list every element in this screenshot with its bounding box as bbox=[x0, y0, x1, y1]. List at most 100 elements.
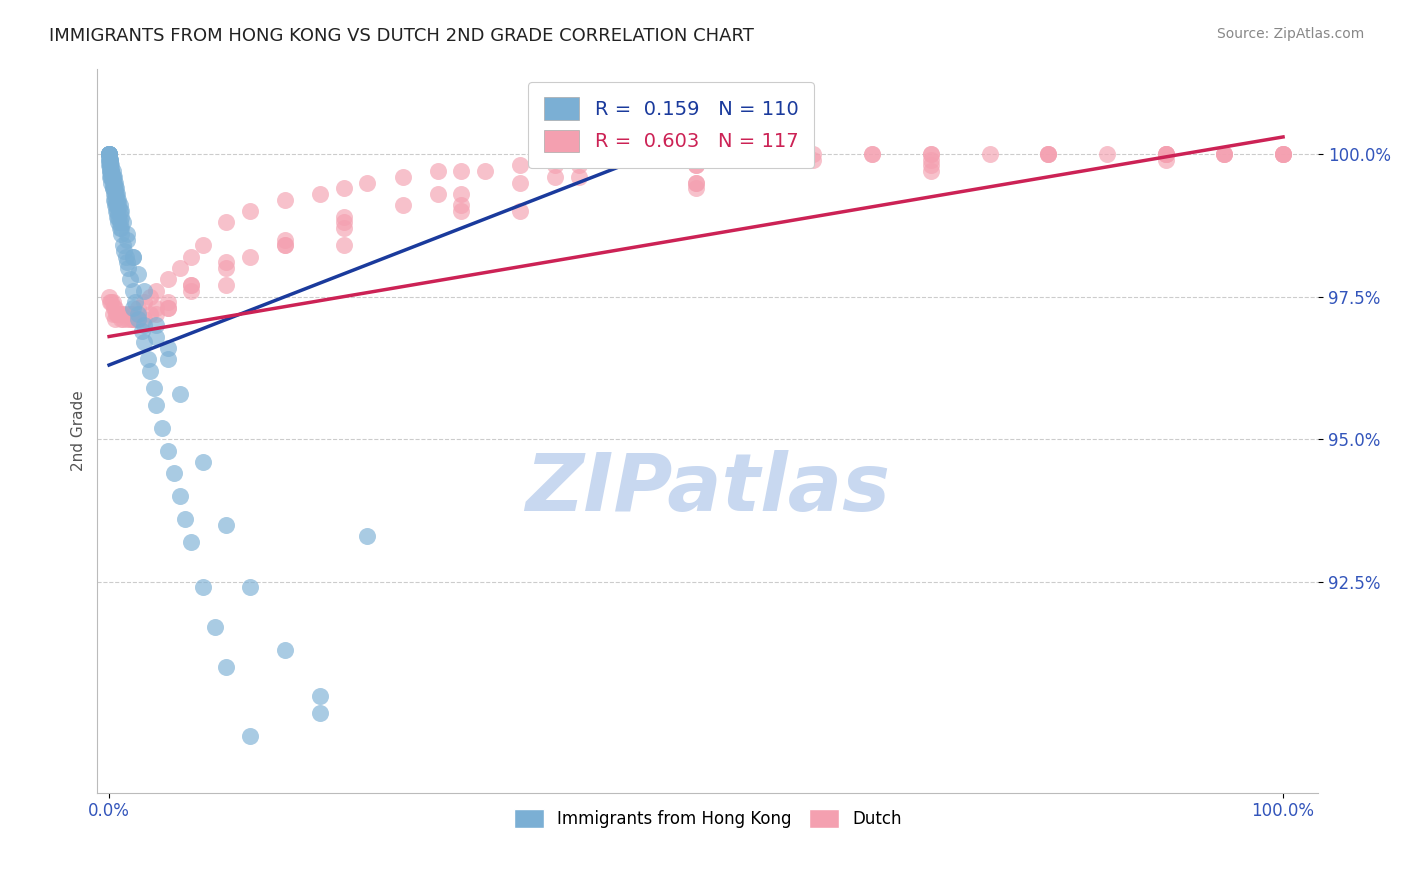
Point bbox=[101, 169, 124, 184]
Point bbox=[920, 147, 942, 161]
Point bbox=[103, 181, 125, 195]
Point bbox=[509, 176, 531, 190]
Point bbox=[191, 238, 214, 252]
Point bbox=[104, 186, 127, 201]
Point bbox=[1095, 147, 1118, 161]
Point bbox=[239, 581, 262, 595]
Point bbox=[134, 318, 156, 332]
Point bbox=[103, 301, 125, 315]
Point bbox=[131, 324, 153, 338]
Point bbox=[98, 164, 121, 178]
Point bbox=[309, 689, 332, 703]
Point bbox=[127, 301, 149, 315]
Point bbox=[121, 284, 143, 298]
Point bbox=[860, 147, 883, 161]
Point bbox=[110, 221, 132, 235]
Point bbox=[309, 706, 332, 720]
Point bbox=[803, 153, 825, 167]
Point bbox=[685, 176, 707, 190]
Point bbox=[685, 181, 707, 195]
Point bbox=[333, 210, 356, 224]
Point bbox=[215, 255, 238, 269]
Point bbox=[142, 381, 165, 395]
Legend: Immigrants from Hong Kong, Dutch: Immigrants from Hong Kong, Dutch bbox=[508, 803, 908, 835]
Point bbox=[104, 312, 127, 326]
Point bbox=[156, 272, 179, 286]
Point bbox=[509, 204, 531, 219]
Point bbox=[156, 301, 179, 315]
Point bbox=[1213, 147, 1236, 161]
Point bbox=[450, 186, 472, 201]
Point bbox=[121, 250, 143, 264]
Point bbox=[108, 221, 131, 235]
Y-axis label: 2nd Grade: 2nd Grade bbox=[72, 390, 86, 471]
Point bbox=[104, 176, 127, 190]
Point bbox=[134, 335, 156, 350]
Point bbox=[105, 210, 128, 224]
Point bbox=[100, 158, 122, 172]
Point bbox=[333, 215, 356, 229]
Point bbox=[127, 312, 149, 326]
Point bbox=[450, 164, 472, 178]
Point bbox=[1272, 147, 1295, 161]
Point bbox=[920, 164, 942, 178]
Point bbox=[274, 803, 297, 817]
Point bbox=[121, 301, 143, 315]
Point bbox=[139, 307, 162, 321]
Point bbox=[110, 307, 132, 321]
Point bbox=[98, 147, 121, 161]
Point bbox=[104, 181, 127, 195]
Point bbox=[110, 227, 132, 241]
Point bbox=[103, 193, 125, 207]
Point bbox=[180, 250, 202, 264]
Point bbox=[98, 147, 121, 161]
Point bbox=[120, 272, 142, 286]
Point bbox=[110, 210, 132, 224]
Point bbox=[568, 158, 591, 172]
Point bbox=[108, 198, 131, 212]
Point bbox=[1272, 147, 1295, 161]
Point bbox=[107, 210, 129, 224]
Point bbox=[100, 169, 122, 184]
Point bbox=[98, 295, 121, 310]
Point bbox=[100, 164, 122, 178]
Point bbox=[121, 250, 143, 264]
Point bbox=[107, 215, 129, 229]
Point bbox=[333, 181, 356, 195]
Point bbox=[145, 398, 167, 412]
Point bbox=[101, 176, 124, 190]
Point bbox=[274, 643, 297, 657]
Point bbox=[979, 147, 1001, 161]
Point bbox=[145, 318, 167, 332]
Point bbox=[191, 455, 214, 469]
Point bbox=[108, 215, 131, 229]
Point bbox=[98, 158, 121, 172]
Point bbox=[104, 198, 127, 212]
Point bbox=[920, 147, 942, 161]
Point bbox=[180, 284, 202, 298]
Point bbox=[568, 169, 591, 184]
Point bbox=[239, 204, 262, 219]
Point bbox=[145, 307, 167, 321]
Point bbox=[101, 181, 124, 195]
Point bbox=[101, 169, 124, 184]
Point bbox=[100, 164, 122, 178]
Point bbox=[120, 312, 142, 326]
Point bbox=[309, 186, 332, 201]
Point bbox=[107, 307, 129, 321]
Point bbox=[105, 181, 128, 195]
Point bbox=[103, 176, 125, 190]
Point bbox=[121, 312, 143, 326]
Point bbox=[112, 238, 135, 252]
Point bbox=[98, 158, 121, 172]
Point bbox=[117, 261, 139, 276]
Point bbox=[685, 176, 707, 190]
Point bbox=[239, 250, 262, 264]
Point bbox=[110, 204, 132, 219]
Point bbox=[450, 204, 472, 219]
Point bbox=[98, 153, 121, 167]
Point bbox=[803, 147, 825, 161]
Point bbox=[98, 153, 121, 167]
Point bbox=[100, 295, 122, 310]
Point bbox=[98, 153, 121, 167]
